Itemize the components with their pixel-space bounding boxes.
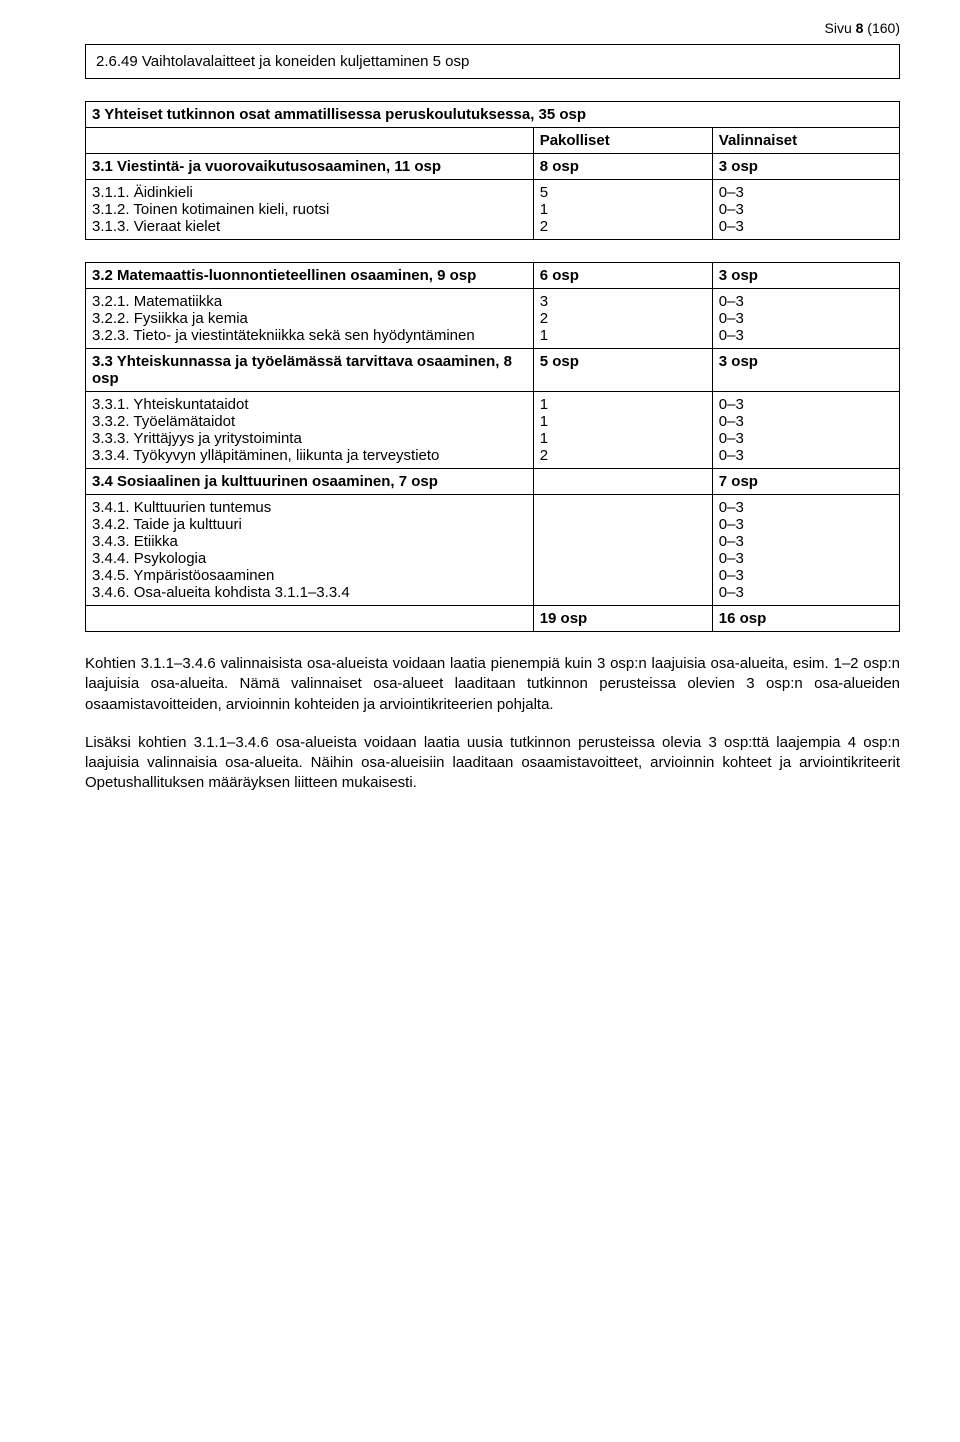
item-3-4-6: 3.4.6. Osa-alueita kohdista 3.1.1–3.3.4	[92, 584, 527, 601]
item-3-3-4: 3.3.4. Työkyvyn ylläpitäminen, liikunta …	[92, 447, 527, 464]
table-1-title: 3 Yhteiset tutkinnon osat ammatillisessa…	[86, 102, 900, 128]
table-row: 3.3.1. Yhteiskuntataidot 3.3.2. Työelämä…	[86, 392, 900, 469]
item-3-2-2: 3.2.2. Fysiikka ja kemia	[92, 310, 527, 327]
col-header-pakolliset: Pakolliset	[533, 128, 712, 154]
item-3-4-1: 3.4.1. Kulttuurien tuntemus	[92, 499, 527, 516]
table-row: 3.2 Matemaattis-luonnontieteellinen osaa…	[86, 263, 900, 289]
item-3-4-3: 3.4.3. Etiikka	[92, 533, 527, 550]
row-3-3-sub: 3.3.1. Yhteiskuntataidot 3.3.2. Työelämä…	[86, 392, 534, 469]
col-header-valinnaiset: Valinnaiset	[712, 128, 899, 154]
table-2: 3.2 Matemaattis-luonnontieteellinen osaa…	[85, 262, 900, 632]
row-3-3-sub-a: 1 1 1 2	[533, 392, 712, 469]
row-3-4-sub-a	[533, 495, 712, 606]
item-3-2-3: 3.2.3. Tieto- ja viestintätekniikka sekä…	[92, 327, 527, 344]
table-row: 3.3 Yhteiskunnassa ja työelämässä tarvit…	[86, 349, 900, 392]
row-3-3-label: 3.3 Yhteiskunnassa ja työelämässä tarvit…	[86, 349, 534, 392]
table-row: 3.2.1. Matematiikka 3.2.2. Fysiikka ja k…	[86, 289, 900, 349]
section-box: 2.6.49 Vaihtolavalaitteet ja koneiden ku…	[85, 44, 900, 79]
row-3-3-a: 5 osp	[533, 349, 712, 392]
item-3-4-2: 3.4.2. Taide ja kulttuuri	[92, 516, 527, 533]
row-3-2-sub-a: 3 2 1	[533, 289, 712, 349]
row-3-3-sub-b: 0–3 0–3 0–3 0–3	[712, 392, 899, 469]
item-3-1-2: 3.1.2. Toinen kotimainen kieli, ruotsi	[92, 201, 527, 218]
row-3-1-sub-a: 5 1 2	[533, 180, 712, 240]
row-3-2-sub-b: 0–3 0–3 0–3	[712, 289, 899, 349]
table-row: 19 osp 16 osp	[86, 606, 900, 632]
row-3-4-sub-b: 0–3 0–3 0–3 0–3 0–3 0–3	[712, 495, 899, 606]
page-number: Sivu 8 (160)	[85, 20, 900, 36]
box-line: 2.6.49 Vaihtolavalaitteet ja koneiden ku…	[96, 53, 469, 70]
row-3-1-sub: 3.1.1. Äidinkieli 3.1.2. Toinen kotimain…	[86, 180, 534, 240]
row-3-2-b: 3 osp	[712, 263, 899, 289]
row-3-4-a	[533, 469, 712, 495]
total-label	[86, 606, 534, 632]
row-3-4-label: 3.4 Sosiaalinen ja kulttuurinen osaamine…	[86, 469, 534, 495]
page-total: (160)	[863, 20, 900, 36]
row-3-2-a: 6 osp	[533, 263, 712, 289]
total-b: 16 osp	[712, 606, 899, 632]
empty-cell	[86, 128, 534, 154]
paragraph-1: Kohtien 3.1.1–3.4.6 valinnaisista osa-al…	[85, 654, 900, 715]
table-row: 3.4 Sosiaalinen ja kulttuurinen osaamine…	[86, 469, 900, 495]
table-row: Pakolliset Valinnaiset	[86, 128, 900, 154]
item-3-3-1: 3.3.1. Yhteiskuntataidot	[92, 396, 527, 413]
row-3-2-label: 3.2 Matemaattis-luonnontieteellinen osaa…	[86, 263, 534, 289]
row-3-2-sub: 3.2.1. Matematiikka 3.2.2. Fysiikka ja k…	[86, 289, 534, 349]
row-3-3-b: 3 osp	[712, 349, 899, 392]
row-3-1-b: 3 osp	[712, 154, 899, 180]
table-row: 3.4.1. Kulttuurien tuntemus 3.4.2. Taide…	[86, 495, 900, 606]
row-3-4-b: 7 osp	[712, 469, 899, 495]
table-row: 3.1 Viestintä- ja vuorovaikutusosaaminen…	[86, 154, 900, 180]
row-3-1-a: 8 osp	[533, 154, 712, 180]
item-3-4-4: 3.4.4. Psykologia	[92, 550, 527, 567]
table-row: 3 Yhteiset tutkinnon osat ammatillisessa…	[86, 102, 900, 128]
item-3-3-3: 3.3.3. Yrittäjyys ja yritystoiminta	[92, 430, 527, 447]
table-row: 3.1.1. Äidinkieli 3.1.2. Toinen kotimain…	[86, 180, 900, 240]
table-1: 3 Yhteiset tutkinnon osat ammatillisessa…	[85, 101, 900, 240]
row-3-1-sub-b: 0–3 0–3 0–3	[712, 180, 899, 240]
total-a: 19 osp	[533, 606, 712, 632]
item-3-1-1: 3.1.1. Äidinkieli	[92, 184, 527, 201]
item-3-2-1: 3.2.1. Matematiikka	[92, 293, 527, 310]
row-3-4-sub: 3.4.1. Kulttuurien tuntemus 3.4.2. Taide…	[86, 495, 534, 606]
item-3-4-5: 3.4.5. Ympäristöosaaminen	[92, 567, 527, 584]
row-3-1-label: 3.1 Viestintä- ja vuorovaikutusosaaminen…	[86, 154, 534, 180]
page-prefix: Sivu	[825, 20, 856, 36]
paragraph-2: Lisäksi kohtien 3.1.1–3.4.6 osa-alueista…	[85, 733, 900, 794]
item-3-3-2: 3.3.2. Työelämätaidot	[92, 413, 527, 430]
item-3-1-3: 3.1.3. Vieraat kielet	[92, 218, 527, 235]
